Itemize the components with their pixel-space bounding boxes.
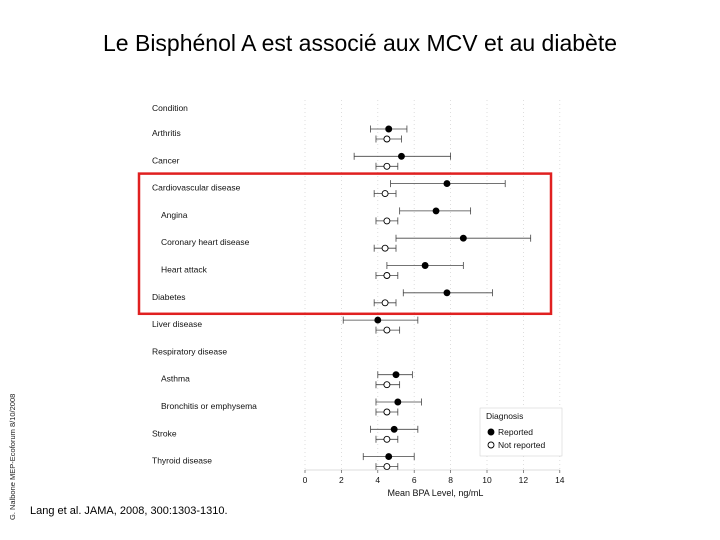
reported-point <box>398 152 405 160</box>
row-label: Cancer <box>152 155 180 165</box>
reported-point <box>394 398 402 406</box>
reported-point <box>443 289 451 297</box>
reported-point <box>390 425 398 433</box>
x-tick-label: 10 <box>482 475 492 485</box>
reported-point <box>443 180 451 188</box>
row-label: Angina <box>161 210 188 220</box>
not-reported-point <box>383 381 391 389</box>
reported-point <box>385 453 393 461</box>
citation: Lang et al. JAMA, 2008, 300:1303-1310. <box>30 505 228 517</box>
x-tick-label: 8 <box>448 475 453 485</box>
row-label: Respiratory disease <box>152 346 227 356</box>
row-label: Diabetes <box>152 292 186 302</box>
x-tick-label: 6 <box>412 475 417 485</box>
row-label: Arthritis <box>152 128 181 138</box>
not-reported-point <box>381 299 389 307</box>
x-tick-label: 14 <box>555 475 565 485</box>
not-reported-point <box>383 326 391 334</box>
slide-title: Le Bisphénol A est associé aux MCV et au… <box>103 30 617 56</box>
legend-not-reported-marker <box>487 441 495 449</box>
row-header: Condition <box>152 103 188 113</box>
x-tick-label: 4 <box>375 475 380 485</box>
highlight-box <box>137 172 553 316</box>
not-reported-point <box>383 217 391 225</box>
row-label: Cardiovascular disease <box>152 183 241 193</box>
reported-point <box>421 262 429 269</box>
legend-reported-label: Reported <box>498 427 533 437</box>
row-label: Thyroid disease <box>152 456 212 466</box>
not-reported-point <box>383 435 391 443</box>
reported-point <box>374 316 382 324</box>
row-label: Liver disease <box>152 319 202 329</box>
x-tick-label: 12 <box>519 475 529 485</box>
not-reported-point <box>383 272 391 279</box>
x-tick-label: 2 <box>339 475 344 485</box>
reported-point <box>392 371 400 379</box>
row-label: Stroke <box>152 428 177 438</box>
legend-title: Diagnosis <box>486 411 523 421</box>
row-label: Bronchitis or emphysema <box>161 401 257 411</box>
legend-not-reported-label: Not reported <box>498 440 546 450</box>
x-tick-label: 0 <box>303 475 308 485</box>
reported-point <box>432 207 440 215</box>
row-label: Coronary heart disease <box>161 237 250 247</box>
not-reported-point <box>381 190 389 198</box>
reported-point <box>385 125 393 133</box>
row-label: Heart attack <box>161 265 208 275</box>
row-label: Asthma <box>161 374 190 384</box>
not-reported-point <box>383 463 391 471</box>
not-reported-point <box>383 162 391 170</box>
not-reported-point <box>383 135 391 143</box>
not-reported-point <box>383 408 391 416</box>
legend-reported-marker <box>487 428 495 436</box>
reported-point <box>459 234 467 242</box>
x-axis-label: Mean BPA Level, ng/mL <box>387 488 483 498</box>
not-reported-point <box>381 244 389 252</box>
